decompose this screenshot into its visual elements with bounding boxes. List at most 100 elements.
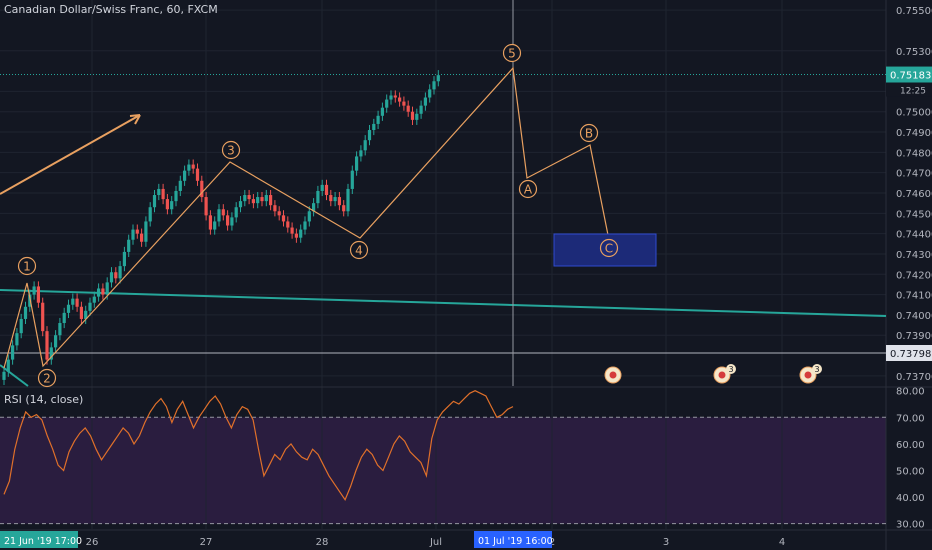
candle-body	[131, 229, 135, 240]
candle-body	[41, 302, 45, 332]
candle-body	[269, 195, 273, 206]
rsi-axis-tick: 40.00	[896, 493, 925, 504]
candle-body	[410, 111, 415, 120]
trend-arrow-head	[129, 114, 141, 125]
event-icon-dot	[804, 371, 812, 379]
wave-label-text: 2	[43, 372, 51, 386]
candle-body	[312, 203, 316, 212]
candle-body	[49, 347, 53, 360]
candle-body	[234, 207, 238, 218]
candle-body	[101, 288, 105, 295]
rsi-axis-tick: 70.00	[896, 413, 925, 424]
candle-body	[58, 323, 62, 336]
time-axis-tick: 27	[200, 537, 213, 548]
wave-label-circle	[579, 123, 599, 143]
candle-body	[256, 197, 260, 204]
candle-body	[372, 123, 376, 131]
rsi-axis-tick: 60.00	[896, 440, 925, 451]
target-box	[553, 233, 657, 267]
wave-label-circle	[349, 240, 369, 260]
candle-body	[273, 205, 277, 212]
candle-body	[79, 306, 83, 319]
wave-label-circle	[17, 256, 37, 276]
candle-body	[118, 266, 122, 279]
wave-label-circle	[502, 43, 522, 63]
candle-body	[105, 282, 109, 295]
candle-body	[385, 99, 389, 108]
candle-body	[75, 298, 79, 307]
candle-body	[324, 184, 329, 196]
candle-body	[204, 197, 208, 216]
candle-body	[45, 331, 49, 360]
candle-body	[200, 180, 204, 198]
candle-body	[157, 188, 161, 196]
candle-body	[208, 215, 212, 230]
crosshair-time-badge	[474, 531, 552, 548]
wave-label-circle	[599, 238, 619, 258]
candle-body	[62, 312, 66, 324]
time-badge	[0, 531, 78, 548]
candle-body	[114, 272, 118, 279]
candle-body	[337, 197, 341, 206]
candle-body	[316, 190, 320, 204]
candle-body	[363, 140, 367, 151]
candle-body	[11, 345, 15, 360]
candle-body	[260, 197, 264, 202]
current-price-badge	[886, 66, 932, 83]
candle-body	[264, 195, 268, 202]
event-icon-dot	[718, 371, 726, 379]
candle-body	[415, 113, 419, 120]
candle-body	[303, 221, 307, 230]
candle-body	[140, 233, 144, 242]
candle-body	[355, 156, 359, 171]
candle-body	[144, 221, 148, 242]
candle-body	[178, 180, 182, 191]
candle-body	[281, 215, 286, 222]
candle-body	[299, 229, 303, 238]
trend-arrow	[0, 114, 141, 195]
candle-body	[191, 164, 195, 169]
wave-label-text: 3	[227, 144, 235, 158]
rsi-band	[0, 417, 886, 524]
candle-body	[432, 81, 436, 90]
crosshair-time-label: 01 Jul '19 16:00	[478, 536, 553, 547]
candle-body	[174, 190, 178, 202]
event-icon-dot	[609, 371, 617, 379]
candle-body	[161, 188, 165, 200]
candle-body	[122, 251, 126, 267]
candle-body	[170, 201, 174, 210]
candle-body	[230, 217, 234, 226]
candle-body	[217, 209, 221, 222]
candle-body	[195, 168, 200, 181]
wave-label-circle	[37, 368, 57, 388]
candle-body	[376, 115, 380, 124]
level-label: 0.73798	[890, 349, 931, 360]
time-badge-label: 21 Jun '19 17:00	[4, 536, 82, 547]
elliott-wave-path	[3, 66, 612, 369]
candle-body	[6, 359, 10, 372]
wave-label-circle	[518, 179, 538, 199]
candle-body	[277, 211, 281, 216]
rsi-line	[3, 390, 514, 501]
candle-body	[97, 288, 101, 297]
candle-body	[290, 227, 294, 234]
current-price-label: 0.75183	[890, 71, 931, 82]
candle-body	[367, 130, 372, 141]
time-axis-tick: 4	[779, 537, 785, 548]
wave-label-text: A	[524, 183, 533, 197]
level-badge	[886, 345, 932, 361]
candle-body	[436, 75, 440, 82]
candle-body	[350, 170, 354, 189]
countdown-label: 12:25	[900, 87, 926, 97]
event-icon-badge	[812, 364, 822, 374]
candle-body	[221, 209, 225, 216]
